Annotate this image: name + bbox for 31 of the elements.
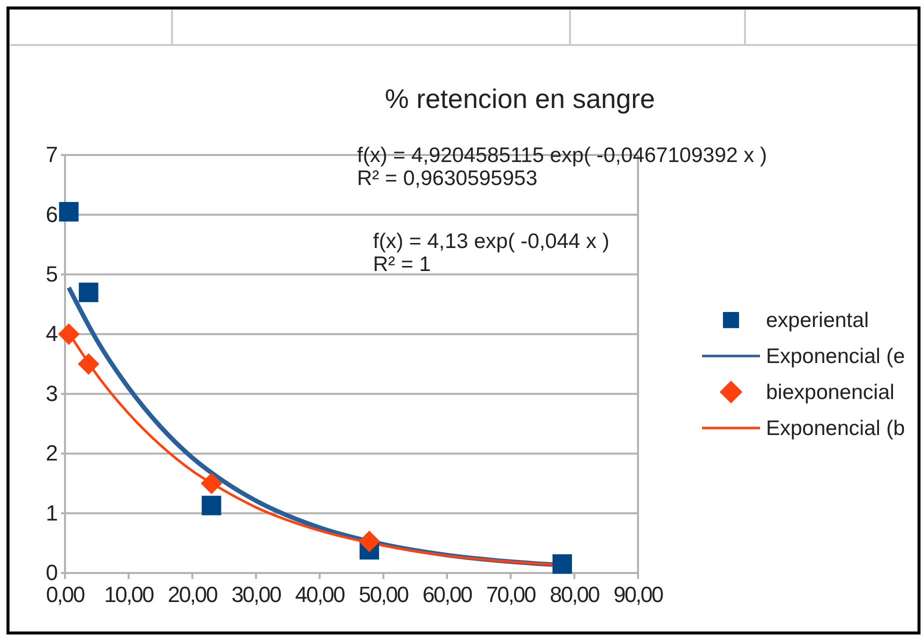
x-tick-label: 20,00 (168, 582, 218, 607)
y-tick-label: 6 (46, 202, 58, 227)
chart-title: % retencion en sangre (384, 84, 656, 114)
point (58, 323, 80, 345)
point (78, 353, 100, 375)
point (552, 554, 572, 574)
x-tick-label: 80,00 (550, 582, 600, 607)
x-tick-label: 70,00 (486, 582, 536, 607)
y-tick-label: 4 (46, 321, 58, 346)
annotation: f(x) = 4,9204585115 exp( -0,0467109392 x ) R² = 0,9630595953 (357, 144, 767, 190)
point (200, 472, 222, 494)
legend-label: Exponencial (e (766, 345, 905, 368)
point (78, 282, 98, 302)
point (358, 530, 380, 552)
x-tick-label: 30,00 (231, 582, 282, 607)
legend-label: Exponencial (b (766, 417, 905, 440)
point (59, 202, 79, 222)
x-tick-label: 40,00 (295, 582, 346, 607)
x-tick-label: 60,00 (422, 582, 472, 607)
x-tick-label: 90,00 (613, 582, 664, 607)
y-tick-label: 5 (46, 261, 58, 286)
y-tick-label: 7 (46, 142, 58, 168)
x-tick-label: 50,00 (358, 582, 409, 607)
y-tick-label: 1 (46, 500, 58, 526)
annotation: f(x) = 4,13 exp( -0,044 x ) R² = 1 (373, 230, 610, 276)
y-tick-label: 3 (46, 380, 58, 406)
y-tick-label: 2 (46, 440, 58, 466)
legend-label: experiental (766, 309, 869, 332)
point (202, 496, 222, 516)
x-tick-label: 10,00 (104, 582, 154, 607)
legend-label: biexponencial (766, 381, 894, 404)
